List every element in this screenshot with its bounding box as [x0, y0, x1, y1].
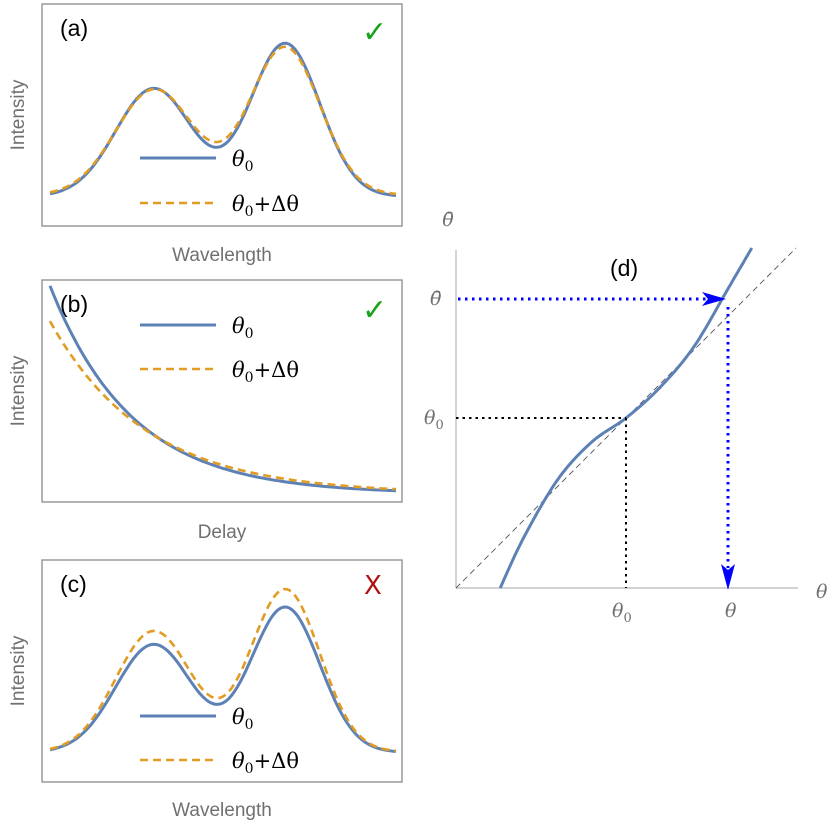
panel-d-label: (d): [610, 255, 638, 281]
panel-b-series-theta0-plus-dtheta: [48, 320, 397, 491]
panel-b: (b) ✓ Intensity Delay θ0 θ0+Δθ: [8, 279, 403, 543]
panel-c-ylabel: Intensity: [8, 635, 29, 706]
panel-d-arrowhead-down-icon: [721, 564, 735, 590]
panel-a-legend-label-2: θ0+Δθ: [232, 192, 299, 220]
panel-b-legend-label-2: θ0+Δθ: [232, 358, 299, 386]
panel-b-legend-label-1: θ0: [232, 314, 254, 342]
panel-d-xtick-theta0: θ0: [612, 600, 632, 626]
panel-b-frame: [41, 279, 403, 503]
panel-b-label: (b): [60, 291, 88, 317]
panel-d-arrowhead-right-icon: [702, 292, 726, 306]
panel-a-check-icon: ✓: [362, 15, 387, 50]
panel-a-xlabel: Wavelength: [172, 245, 272, 266]
panel-c-legend-label-2: θ0+Δθ: [232, 749, 299, 777]
panel-a-legend-label-1: θ0: [232, 147, 254, 175]
panel-d-y-axis-label: θ̄: [442, 209, 454, 231]
panel-a: (a) ✓ Intensity Wavelength θ0 θ0+Δθ: [8, 3, 403, 266]
panel-d: θ̄ θ (d) θ0 θ θ0 θ̄: [424, 209, 828, 626]
panel-d-ytick-theta0: θ0: [424, 407, 444, 433]
panel-c-frame: [41, 559, 403, 783]
panel-c-series-theta0: [49, 605, 397, 753]
panel-c-xlabel: Wavelength: [172, 800, 272, 821]
panel-a-label: (a): [60, 15, 88, 41]
panel-a-series-theta0: [49, 41, 397, 197]
panel-b-xlabel: Delay: [198, 522, 247, 543]
panel-c-cross-icon: X: [364, 571, 382, 601]
panel-d-x-axis-label: θ: [816, 581, 828, 603]
panel-c-series-theta0-plus-dtheta: [49, 587, 397, 753]
panel-b-series-theta0: [48, 285, 397, 493]
panel-c-legend-label-1: θ0: [232, 705, 254, 733]
panel-d-xtick-theta: θ: [725, 600, 737, 622]
panel-c: (c) X Intensity Wavelength θ0 θ0+Δθ: [8, 559, 403, 821]
panel-a-series-theta0-plus-dtheta: [49, 45, 397, 196]
panel-b-check-icon: ✓: [362, 293, 387, 328]
panel-b-ylabel: Intensity: [8, 355, 29, 426]
panel-d-ytick-thetabar: θ̄: [430, 288, 442, 310]
panel-a-ylabel: Intensity: [8, 79, 29, 150]
panel-c-label: (c): [60, 571, 87, 597]
panel-a-frame: [41, 3, 403, 227]
